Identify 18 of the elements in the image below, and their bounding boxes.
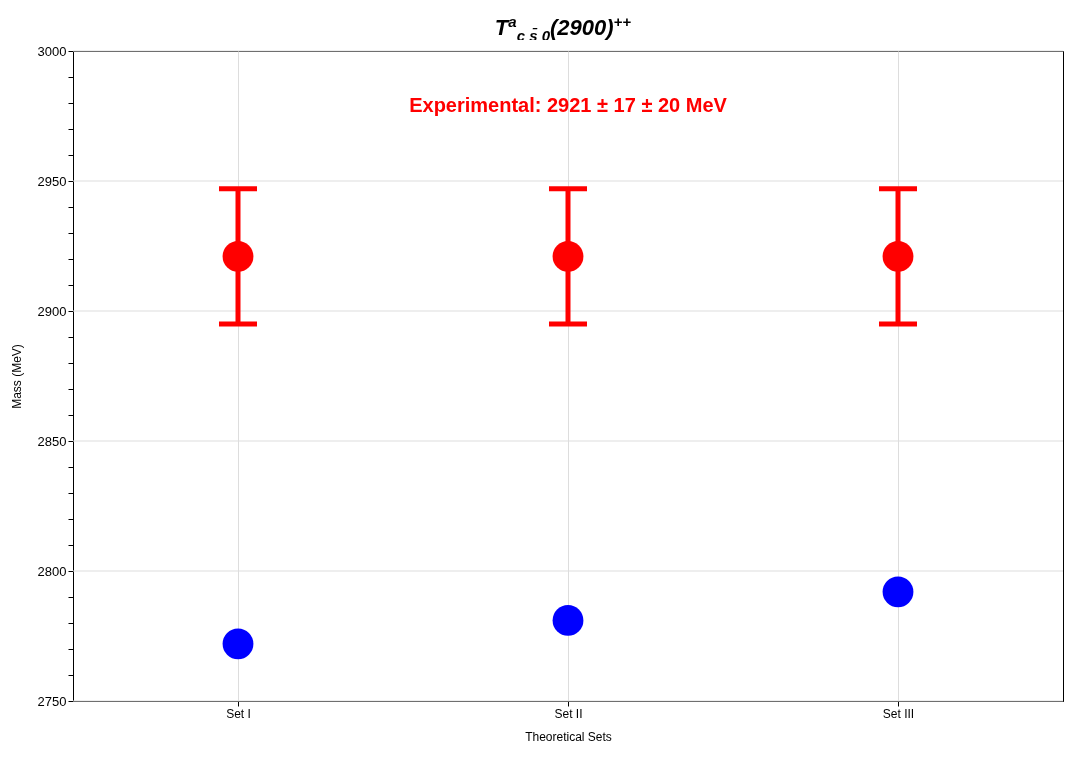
y-tick-label: 2750 — [37, 693, 67, 709]
y-tick-label: 2950 — [37, 173, 67, 189]
x-tick-label: Set II — [554, 706, 583, 721]
annotation: Experimental: 2921 ± 17 ± 20 MeV — [409, 94, 728, 116]
point — [552, 605, 584, 636]
y-tick-label: 2850 — [37, 433, 67, 449]
point — [222, 628, 254, 660]
y-axis-title: Mass (MeV) — [9, 344, 24, 409]
x-tick-label: Set I — [226, 706, 251, 721]
point — [882, 576, 914, 608]
x-tick-label: Set III — [882, 706, 915, 721]
y-tick-label: 2800 — [37, 563, 67, 579]
x-axis-title: Theoretical Sets — [525, 729, 612, 744]
point — [222, 241, 254, 272]
point — [552, 241, 584, 272]
y-tick-label: 2900 — [37, 303, 67, 319]
y-tick-label: 3000 — [37, 43, 67, 59]
point — [882, 241, 914, 272]
